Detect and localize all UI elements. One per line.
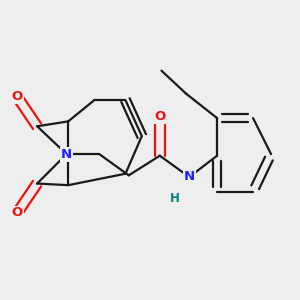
Text: O: O [11,206,23,220]
Text: O: O [11,90,23,103]
Text: N: N [184,170,195,184]
Text: H: H [169,192,179,205]
Text: O: O [154,110,165,123]
Text: N: N [61,148,72,160]
